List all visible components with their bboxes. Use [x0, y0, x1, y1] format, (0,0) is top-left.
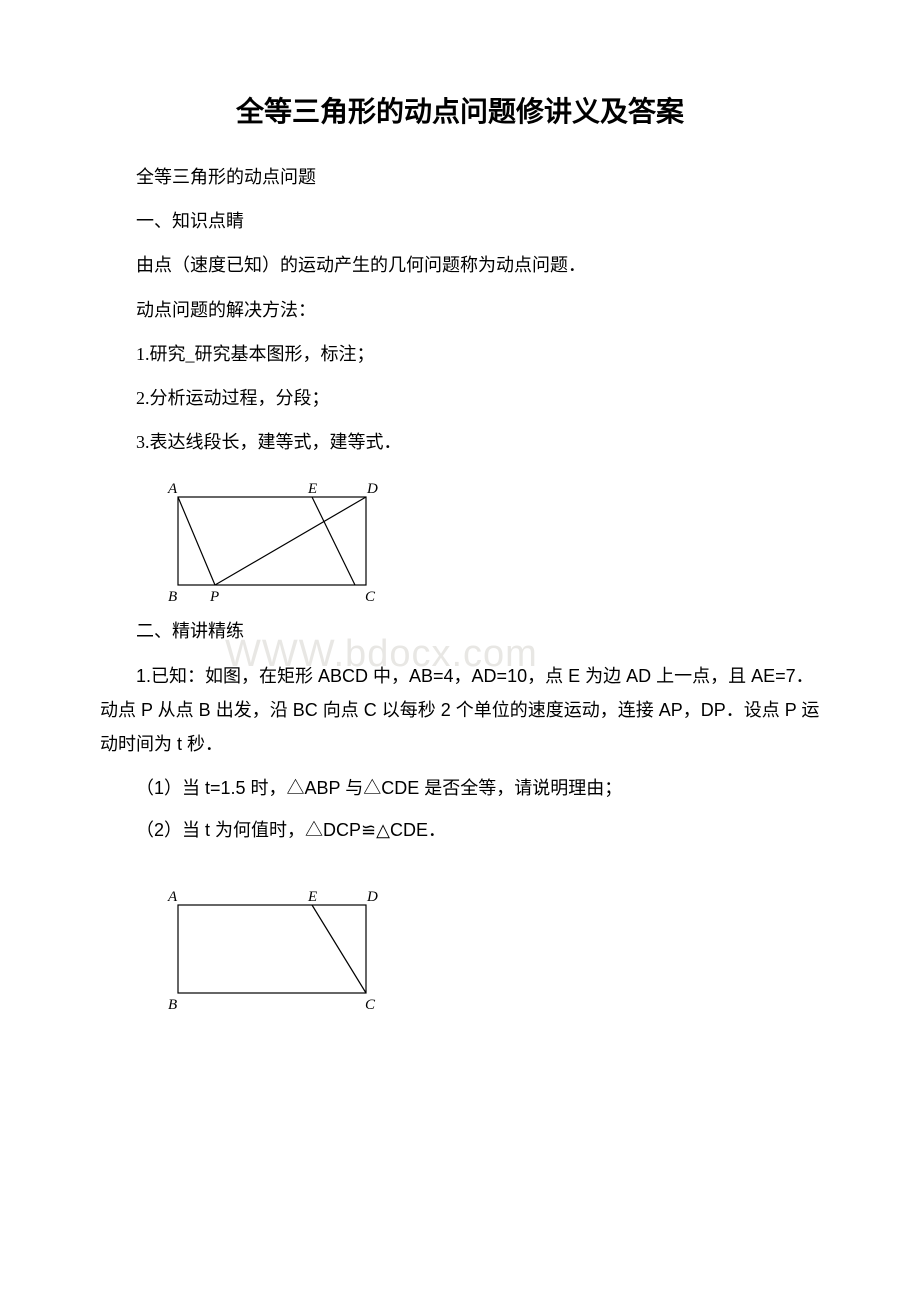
figure1-svg: A E D B P C [160, 479, 385, 604]
svg-text:A: A [167, 481, 178, 497]
svg-text:C: C [365, 589, 376, 604]
heading-sub: 全等三角形的动点问题 [100, 160, 820, 194]
intro-line: 由点（速度已知）的运动产生的几何问题称为动点问题． [100, 248, 820, 282]
svg-text:B: B [168, 589, 177, 604]
section2-label: 二、精讲精练 [100, 614, 820, 648]
document-content: 全等三角形的动点问题修讲义及答案 全等三角形的动点问题 一、知识点睛 由点（速度… [100, 90, 820, 1012]
svg-text:A: A [167, 889, 178, 905]
method-item-3: 3.表达线段长，建等式，建等式． [100, 425, 820, 459]
svg-text:E: E [307, 889, 317, 905]
page-title: 全等三角形的动点问题修讲义及答案 [100, 90, 820, 130]
method-item-1: 1.研究_研究基本图形，标注； [100, 337, 820, 371]
method-item-2: 2.分析运动过程，分段； [100, 381, 820, 415]
figure1-container: A E D B P C [160, 479, 820, 604]
svg-text:B: B [168, 997, 177, 1012]
svg-text:C: C [365, 997, 376, 1012]
svg-text:P: P [209, 589, 219, 604]
svg-text:E: E [307, 481, 317, 497]
method-label: 动点问题的解决方法： [100, 293, 820, 327]
figure2-container: A E D B C [160, 887, 820, 1012]
problem1-sub2: （2）当 t 为何值时，△DCP≌△CDE． [100, 813, 820, 847]
svg-text:D: D [366, 481, 378, 497]
problem1-sub1: （1）当 t=1.5 时，△ABP 与△CDE 是否全等，请说明理由； [100, 771, 820, 805]
figure2-svg: A E D B C [160, 887, 385, 1012]
section1-label: 一、知识点睛 [100, 204, 820, 238]
svg-text:D: D [366, 889, 378, 905]
problem1-text: 1.已知：如图，在矩形 ABCD 中，AB=4，AD=10，点 E 为边 AD … [100, 659, 820, 762]
